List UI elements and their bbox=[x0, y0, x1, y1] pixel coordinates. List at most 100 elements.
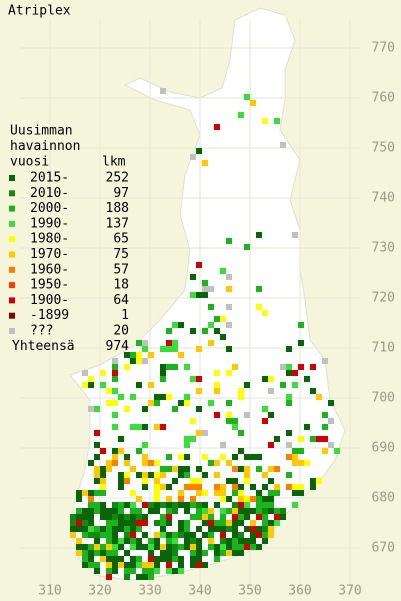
observation bbox=[136, 574, 142, 580]
observation bbox=[112, 502, 118, 508]
observation bbox=[298, 484, 304, 490]
observation bbox=[118, 448, 124, 454]
observation bbox=[214, 490, 220, 496]
observation bbox=[250, 532, 256, 538]
observation bbox=[100, 532, 106, 538]
observation bbox=[112, 556, 118, 562]
observation bbox=[226, 370, 232, 376]
legend-header: Uusimman bbox=[10, 124, 73, 139]
legend-swatch bbox=[9, 205, 15, 212]
observation bbox=[250, 538, 256, 544]
observation bbox=[148, 502, 154, 508]
observation bbox=[118, 484, 124, 490]
observation bbox=[208, 304, 214, 310]
observation bbox=[106, 556, 112, 562]
observation bbox=[280, 382, 286, 388]
observation bbox=[292, 484, 298, 490]
observation bbox=[184, 526, 190, 532]
observation bbox=[124, 478, 130, 484]
observation bbox=[280, 514, 286, 520]
observation bbox=[202, 430, 208, 436]
observation bbox=[166, 394, 172, 400]
observation bbox=[214, 472, 220, 478]
observation bbox=[244, 508, 250, 514]
observation bbox=[184, 436, 190, 442]
legend-label: -1899 bbox=[30, 308, 69, 323]
observation bbox=[106, 550, 112, 556]
y-tick-label: 760 bbox=[372, 91, 395, 106]
observation bbox=[70, 514, 76, 520]
observation bbox=[184, 532, 190, 538]
y-tick-label: 720 bbox=[372, 291, 395, 306]
observation bbox=[196, 556, 202, 562]
observation bbox=[286, 400, 292, 406]
observation bbox=[202, 508, 208, 514]
observation bbox=[232, 520, 238, 526]
observation bbox=[112, 370, 118, 376]
observation bbox=[274, 520, 280, 526]
legend-label: 1990- bbox=[30, 216, 69, 231]
observation bbox=[274, 436, 280, 442]
observation bbox=[184, 394, 190, 400]
legend-label: 2010- bbox=[30, 186, 69, 201]
observation bbox=[268, 508, 274, 514]
observation bbox=[124, 364, 130, 370]
legend-label: 1970- bbox=[30, 247, 69, 262]
observation bbox=[76, 550, 82, 556]
observation bbox=[124, 460, 130, 466]
observation bbox=[244, 94, 250, 100]
observation bbox=[142, 532, 148, 538]
observation bbox=[142, 340, 148, 346]
legend-swatch bbox=[9, 266, 15, 273]
observation bbox=[76, 490, 82, 496]
observation bbox=[286, 442, 292, 448]
observation bbox=[148, 544, 154, 550]
observation bbox=[94, 406, 100, 412]
observation bbox=[148, 568, 154, 574]
observation bbox=[142, 424, 148, 430]
observation bbox=[232, 466, 238, 472]
observation bbox=[202, 454, 208, 460]
observation bbox=[250, 496, 256, 502]
observation bbox=[256, 544, 262, 550]
observation bbox=[226, 508, 232, 514]
observation bbox=[94, 430, 100, 436]
legend-label: 2000- bbox=[30, 201, 69, 216]
observation bbox=[88, 490, 94, 496]
observation bbox=[172, 508, 178, 514]
observation bbox=[316, 478, 322, 484]
observation bbox=[232, 418, 238, 424]
observation bbox=[166, 562, 172, 568]
observation bbox=[124, 352, 130, 358]
observation bbox=[172, 346, 178, 352]
observation bbox=[256, 286, 262, 292]
observation bbox=[70, 532, 76, 538]
legend-label: 1960- bbox=[30, 262, 69, 277]
observation bbox=[112, 364, 118, 370]
observation bbox=[172, 322, 178, 328]
observation bbox=[178, 556, 184, 562]
observation bbox=[106, 532, 112, 538]
observation bbox=[190, 562, 196, 568]
observation bbox=[178, 520, 184, 526]
observation bbox=[154, 520, 160, 526]
observation bbox=[238, 496, 244, 502]
observation bbox=[130, 526, 136, 532]
observation bbox=[196, 148, 202, 154]
observation bbox=[322, 358, 328, 364]
observation bbox=[322, 436, 328, 442]
observation bbox=[148, 382, 154, 388]
observation bbox=[112, 508, 118, 514]
observation bbox=[316, 394, 322, 400]
observation bbox=[214, 370, 220, 376]
observation bbox=[250, 520, 256, 526]
observation bbox=[148, 574, 154, 580]
observation bbox=[286, 472, 292, 478]
observation bbox=[226, 286, 232, 292]
observation bbox=[136, 358, 142, 364]
observation bbox=[220, 526, 226, 532]
observation bbox=[292, 502, 298, 508]
observation bbox=[106, 568, 112, 574]
observation bbox=[166, 508, 172, 514]
observation bbox=[124, 454, 130, 460]
